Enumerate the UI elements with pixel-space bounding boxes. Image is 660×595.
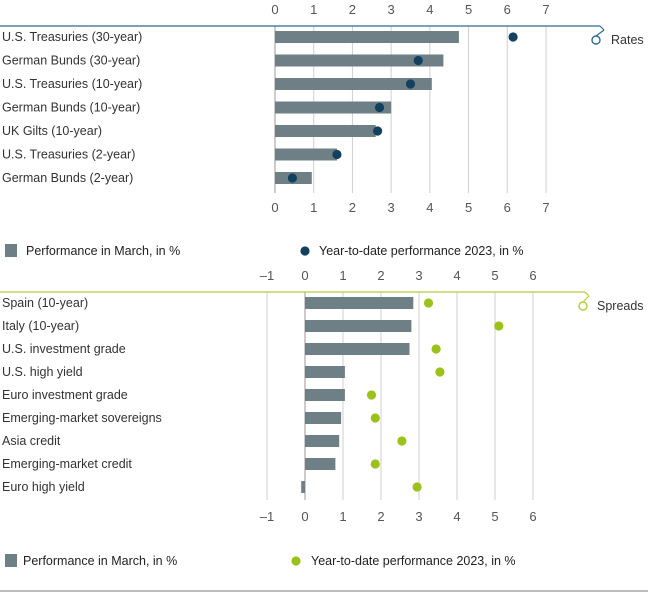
rates-legend-dot-swatch [300,246,310,256]
spreads-top-tick-label: 5 [491,268,498,283]
rates-tag-circle-icon [591,35,601,45]
rates-top-tick-label: 0 [271,2,278,17]
rates-march-bar [275,31,459,43]
rates-tag-stem [595,29,605,37]
spreads-legend-dot-label: Year-to-date performance 2023, in % [311,554,516,568]
spreads-top-tick-label: 0 [301,268,308,283]
spreads-ytd-dot [370,413,380,423]
rates-march-bar [275,101,392,114]
spreads-ytd-dot [435,367,445,377]
rates-chart: 0 0 1 1 2 2 3 3 4 4 5 5 6 6 7 7 Rates U.S. Treasuries (30… [0,2,644,258]
spreads-ytd-dot [366,390,377,400]
rates-category-label: German Bunds (30-year) [2,54,140,68]
spreads-march-bar [301,481,305,493]
spreads-category-label: U.S. high yield [2,365,83,379]
spreads-march-bar [305,297,414,309]
rates-category-label: UK Gilts (10-year) [2,124,102,138]
rates-category-label: German Bunds (10-year) [2,101,140,115]
spreads-top-tick-label: 1 [339,268,346,283]
rates-ytd-dot [372,126,383,136]
spreads-header-hook [584,291,590,297]
spreads-category-label: U.S. investment grade [2,342,126,356]
rates-category-label: U.S. Treasuries (30-year) [2,30,142,44]
spreads-bottom-tick-label: 6 [529,509,536,524]
rates-ytd-dot [287,173,298,183]
spreads-march-bar [305,366,345,378]
rates-march-bar [275,148,337,161]
spreads-ytd-dot [431,344,441,354]
rates-ytd-dot [508,32,518,42]
spreads-bottom-tick-label: 3 [415,509,422,524]
spreads-bottom-tick-label: 1 [339,509,346,524]
spreads-category-label: Euro investment grade [2,388,128,402]
rates-ytd-dot [374,102,385,113]
spreads-bottom-tick-label: 5 [491,509,498,524]
rates-category-label: U.S. Treasuries (2-year) [2,148,135,162]
spreads-legend-bar-swatch [5,554,17,567]
spreads-category-label: Emerging-market sovereigns [2,411,162,425]
rates-bottom-tick-label: 3 [388,200,395,215]
spreads-bottom-tick-label: 0 [301,509,308,524]
spreads-category-label: Italy (10-year) [2,319,79,333]
spreads-category-label: Asia credit [2,434,61,448]
rates-bottom-tick-label: 7 [542,200,549,215]
rates-header-hook [599,25,605,31]
spreads-bottom-tick-label: –1 [260,509,274,524]
rates-top-tick-label: 7 [542,2,549,17]
spreads-march-bar [305,320,412,332]
rates-top-tick-label: 2 [349,2,356,17]
spreads-march-bar [305,458,336,470]
spreads-bottom-tick-label: 2 [377,509,384,524]
rates-legend-bar-swatch [5,244,17,257]
rates-bottom-tick-label: 6 [504,200,511,215]
rates-top-tick-label: 4 [426,2,433,17]
rates-march-bar [275,78,432,90]
rates-legend-bar-label: Performance in March, in % [26,244,180,258]
spreads-march-bar [305,412,342,424]
rates-top-tick-label: 1 [310,2,317,17]
rates-bottom-tick-label: 2 [349,200,356,215]
rates-ytd-dot [413,55,423,66]
rates-bottom-tick-label: 0 [271,200,278,215]
spreads-top-tick-label: 3 [415,268,422,283]
spreads-section-tag: Spreads [597,299,644,313]
rates-bottom-tick-label: 4 [426,200,433,215]
spreads-ytd-dot [370,459,380,469]
spreads-ytd-dot [412,482,422,492]
spreads-march-bar [305,389,345,401]
rates-top-tick-label: 6 [504,2,511,17]
spreads-ytd-dot [423,298,434,308]
rates-march-bar [275,125,376,137]
rates-bottom-tick-label: 1 [310,200,317,215]
spreads-ytd-dot [494,321,504,331]
rates-ytd-dot [332,149,342,160]
spreads-march-bar [305,435,340,447]
spreads-top-tick-label: 2 [377,268,384,283]
rates-top-tick-label: 5 [465,2,472,17]
rates-section-tag: Rates [611,33,644,47]
spreads-category-label: Spain (10-year) [2,296,88,310]
rates-top-tick-label: 3 [388,2,395,17]
spreads-legend-dot-swatch [291,556,301,566]
rates-ytd-dot [405,79,416,89]
rates-category-label: U.S. Treasuries (10-year) [2,77,142,91]
spreads-legend-bar-label: Performance in March, in % [23,554,177,568]
rates-bottom-tick-label: 5 [465,200,472,215]
spreads-tag-stem [582,295,590,303]
spreads-ytd-dot [397,436,407,446]
spreads-chart: –1 –1 0 0 1 1 2 2 3 3 4 4 5 5 6 6 Spreads Spain (10-year)… [0,268,644,568]
spreads-category-label: Euro high yield [2,480,85,494]
spreads-top-tick-label: 6 [529,268,536,283]
spreads-bottom-tick-label: 4 [453,509,460,524]
rates-march-bar [275,54,444,67]
spreads-tag-circle-icon [578,301,588,311]
spreads-top-tick-label: –1 [260,268,274,283]
rates-category-label: German Bunds (2-year) [2,171,133,185]
spreads-top-tick-label: 4 [453,268,460,283]
spreads-category-label: Emerging-market credit [2,457,132,471]
rates-legend-dot-label: Year-to-date performance 2023, in % [319,244,524,258]
spreads-march-bar [305,343,410,355]
